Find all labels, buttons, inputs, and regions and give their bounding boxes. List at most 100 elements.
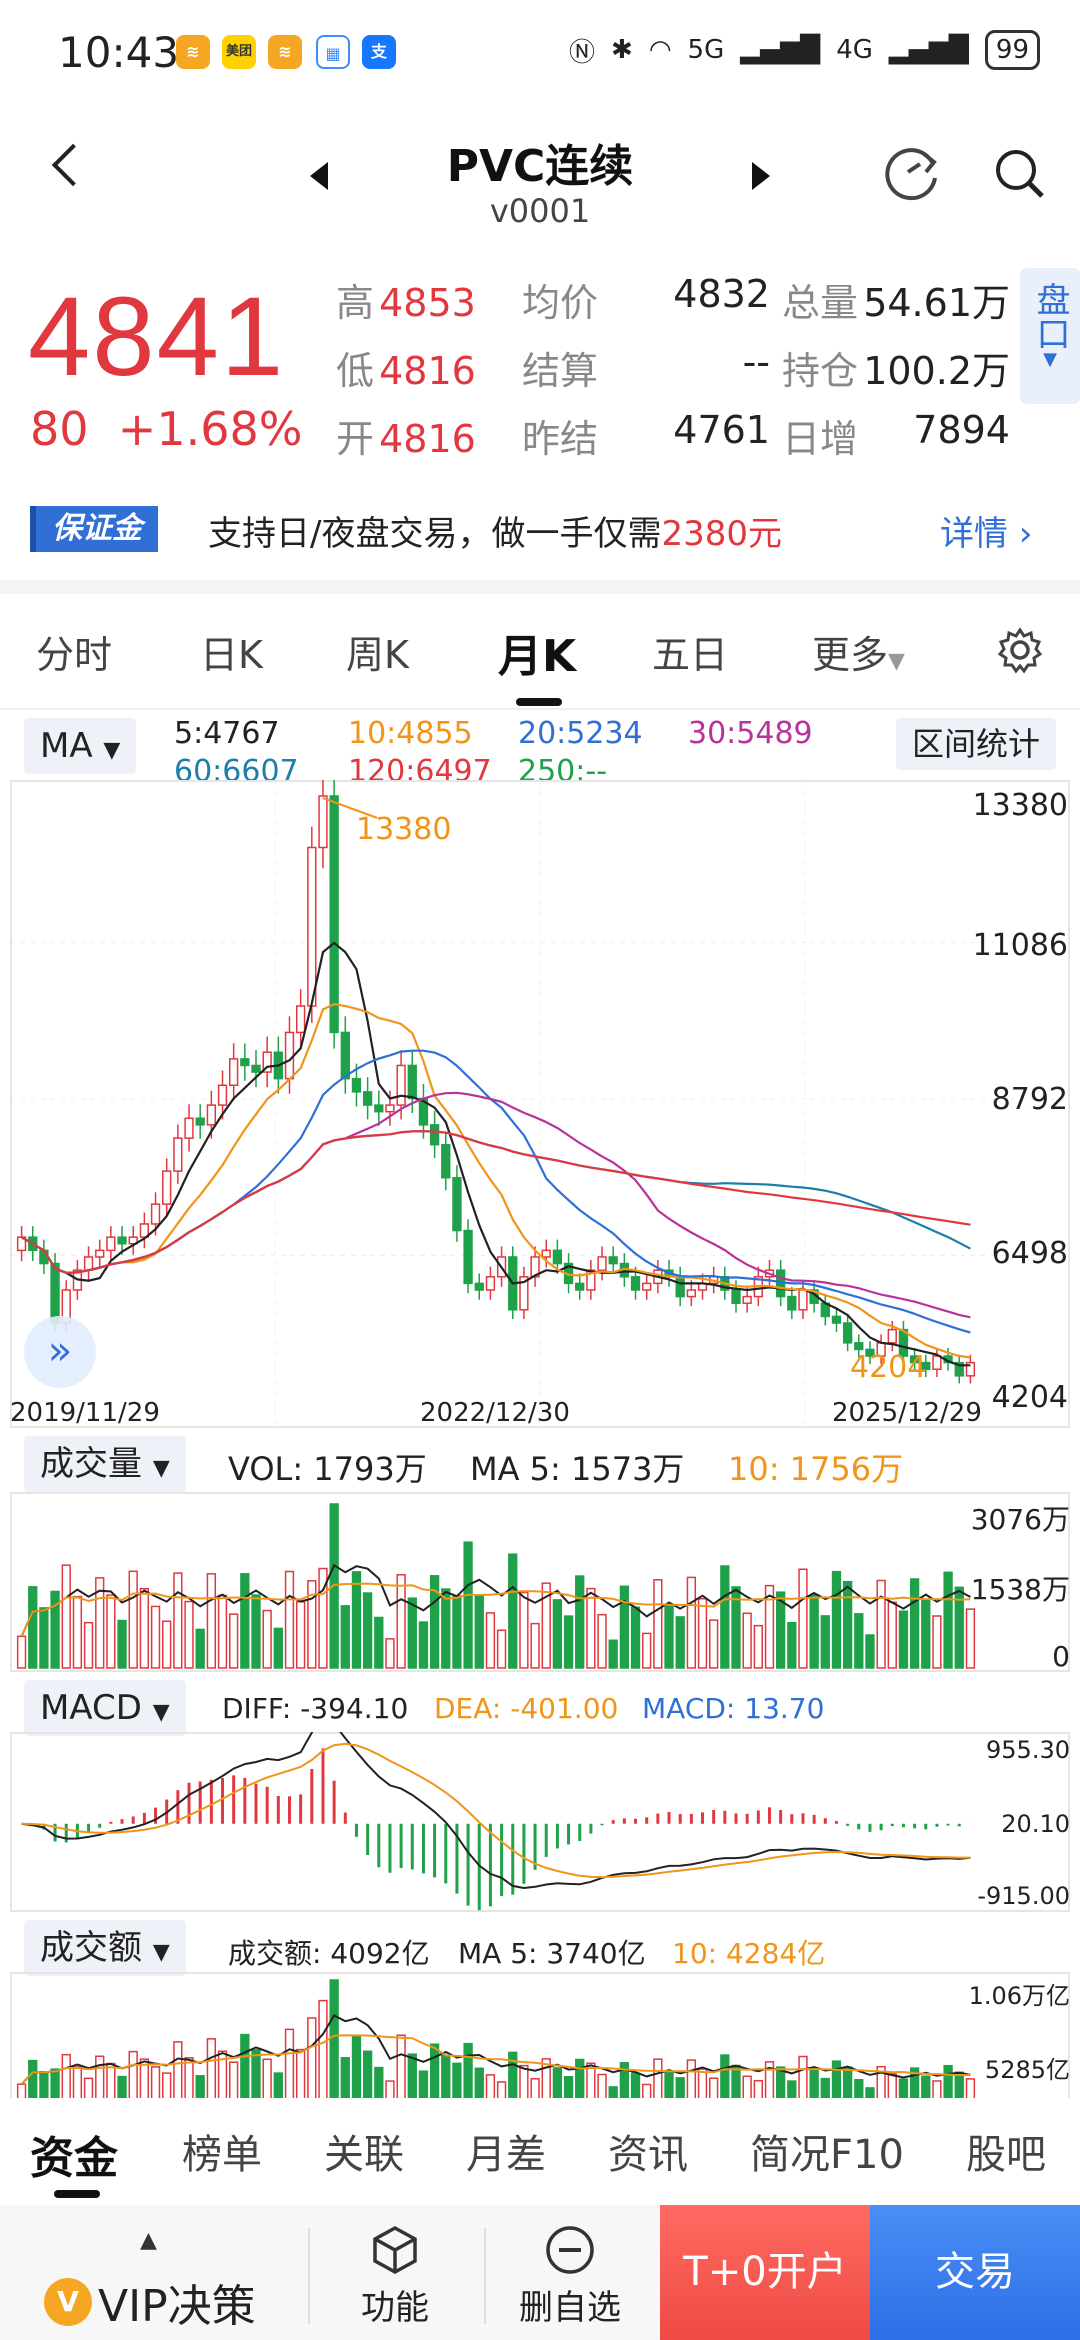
amount-value: 成交额: 4092亿 xyxy=(228,1937,430,1970)
amount-bar xyxy=(664,2070,674,2100)
tab-news[interactable]: 资讯 xyxy=(608,2132,688,2178)
volume-selector[interactable]: 成交量 ▼ xyxy=(24,1436,186,1492)
volume-bar xyxy=(39,1607,49,1669)
ma-selector[interactable]: MA ▼ xyxy=(24,718,137,774)
kline-chart[interactable] xyxy=(10,780,1070,1430)
volume-chart[interactable] xyxy=(10,1492,1070,1672)
high-leader-line xyxy=(322,797,378,819)
volume-bar xyxy=(441,1588,451,1669)
volume-bar xyxy=(463,1541,473,1669)
volume-bar xyxy=(28,1586,38,1669)
chart-frame xyxy=(10,1972,1070,2100)
trade-button[interactable]: 交易 xyxy=(870,2205,1080,2340)
volume-axis-label: 0 xyxy=(1052,1640,1070,1673)
next-contract-icon[interactable] xyxy=(752,162,770,190)
tab-forum[interactable]: 股吧 xyxy=(966,2132,1046,2178)
amount-bar xyxy=(686,2059,697,2100)
margin-banner-text[interactable]: 支持日/夜盘交易，做一手仅需2380元 xyxy=(208,514,782,554)
candle xyxy=(541,1249,551,1258)
tab-intraday[interactable]: 分时 xyxy=(36,633,113,677)
candle xyxy=(307,846,317,1007)
vip-badge-icon: V xyxy=(44,2278,92,2326)
volume-bar xyxy=(831,1570,842,1669)
volume-bar xyxy=(251,1594,261,1669)
tab-monthly-k[interactable]: 月K xyxy=(498,631,577,682)
caret-down-icon: ▼ xyxy=(152,1940,170,1965)
volume-bar xyxy=(452,1595,462,1669)
volume-bar xyxy=(675,1616,685,1669)
macd-selector[interactable]: MACD ▼ xyxy=(24,1680,186,1736)
candle xyxy=(954,1361,964,1377)
amount-bar xyxy=(418,2070,429,2100)
candle xyxy=(831,1315,842,1324)
tab-funds[interactable]: 资金 xyxy=(30,2133,118,2184)
macd-chart[interactable] xyxy=(10,1732,1070,1912)
amount-chart[interactable] xyxy=(10,1972,1070,2100)
back-icon[interactable] xyxy=(51,143,95,187)
amount-bar xyxy=(787,2080,797,2100)
volume-bar xyxy=(474,1595,484,1669)
change-value: 80 xyxy=(30,402,89,456)
date-axis-label: 2019/11/29 xyxy=(10,1398,160,1428)
day-inc-label: 日增 xyxy=(782,417,859,461)
volume-bar xyxy=(396,1574,406,1669)
tab-month-spread[interactable]: 月差 xyxy=(466,2132,546,2178)
volume-bar xyxy=(887,1601,897,1669)
amount-bar xyxy=(563,2075,574,2100)
pankou-button[interactable]: 盘口 ▼ xyxy=(1020,268,1080,404)
macd-axis-label: 20.10 xyxy=(1001,1810,1070,1838)
volume-bar xyxy=(61,1564,71,1669)
candle xyxy=(787,1295,797,1311)
volume-bar xyxy=(284,1570,295,1669)
amount-bar xyxy=(162,2072,172,2100)
expand-chevrons-icon[interactable]: » xyxy=(24,1316,96,1388)
clock: 10:43 xyxy=(58,28,180,77)
amount-bar xyxy=(206,2038,217,2100)
tab-more[interactable]: 更多▼ xyxy=(812,633,905,677)
open-account-button[interactable]: T+0开户 xyxy=(660,2205,870,2340)
amount-selector[interactable]: 成交额 ▼ xyxy=(24,1920,186,1976)
search-icon[interactable] xyxy=(992,146,1048,202)
tab-weekly-k[interactable]: 周K xyxy=(346,633,409,677)
amount-bar xyxy=(541,2058,551,2100)
amount-bar xyxy=(150,2066,161,2100)
tab-related[interactable]: 关联 xyxy=(324,2132,404,2178)
ma30-line xyxy=(21,1091,971,1319)
banner-details-link[interactable]: 详情 › xyxy=(940,514,1033,554)
volume-bar xyxy=(854,1613,864,1669)
amount-bar xyxy=(39,2070,49,2100)
amount-bar xyxy=(173,2041,183,2100)
settings-icon[interactable] xyxy=(996,626,1044,674)
amount-bar xyxy=(909,2067,920,2100)
volume-bar xyxy=(775,1591,786,1669)
refresh-icon[interactable] xyxy=(880,142,942,204)
volume-bar xyxy=(83,1621,94,1669)
volume-ma5: MA 5: 1573万 xyxy=(470,1450,685,1488)
volume-bar xyxy=(686,1576,697,1669)
signal-4g-icon: 4G xyxy=(836,35,873,65)
tab-daily-k[interactable]: 日K xyxy=(200,633,263,677)
remove-watchlist-button[interactable]: 删自选 xyxy=(500,2224,640,2329)
tab-rankings[interactable]: 榜单 xyxy=(182,2132,262,2178)
volume-bar xyxy=(429,1575,440,1669)
chevron-down-icon: ▼ xyxy=(1043,349,1057,370)
amount-bar xyxy=(463,2042,473,2100)
range-stat-button[interactable]: 区间统计 xyxy=(896,718,1057,770)
tab-five-day[interactable]: 五日 xyxy=(652,633,729,677)
candle xyxy=(329,795,339,1034)
amount-bar xyxy=(764,2061,775,2100)
volume-bar xyxy=(909,1578,920,1669)
vip-decision-button[interactable]: V VIP决策 xyxy=(44,2270,256,2334)
oi-value: 100.2万 xyxy=(863,349,1010,393)
tab-f10[interactable]: 简况F10 xyxy=(750,2132,904,2178)
chevron-up-icon[interactable]: ▲ xyxy=(140,2228,157,2253)
volume-bar xyxy=(642,1632,652,1669)
ma10-value: 10:4855 xyxy=(348,716,473,751)
function-button[interactable]: 功能 xyxy=(330,2224,460,2329)
divider xyxy=(0,580,1080,594)
prev-contract-icon[interactable] xyxy=(310,162,328,190)
volume-bar xyxy=(898,1610,909,1669)
volume-ma10-line xyxy=(20,1582,971,1637)
volume-bar xyxy=(597,1613,607,1669)
ma30-value: 30:5489 xyxy=(688,716,813,751)
